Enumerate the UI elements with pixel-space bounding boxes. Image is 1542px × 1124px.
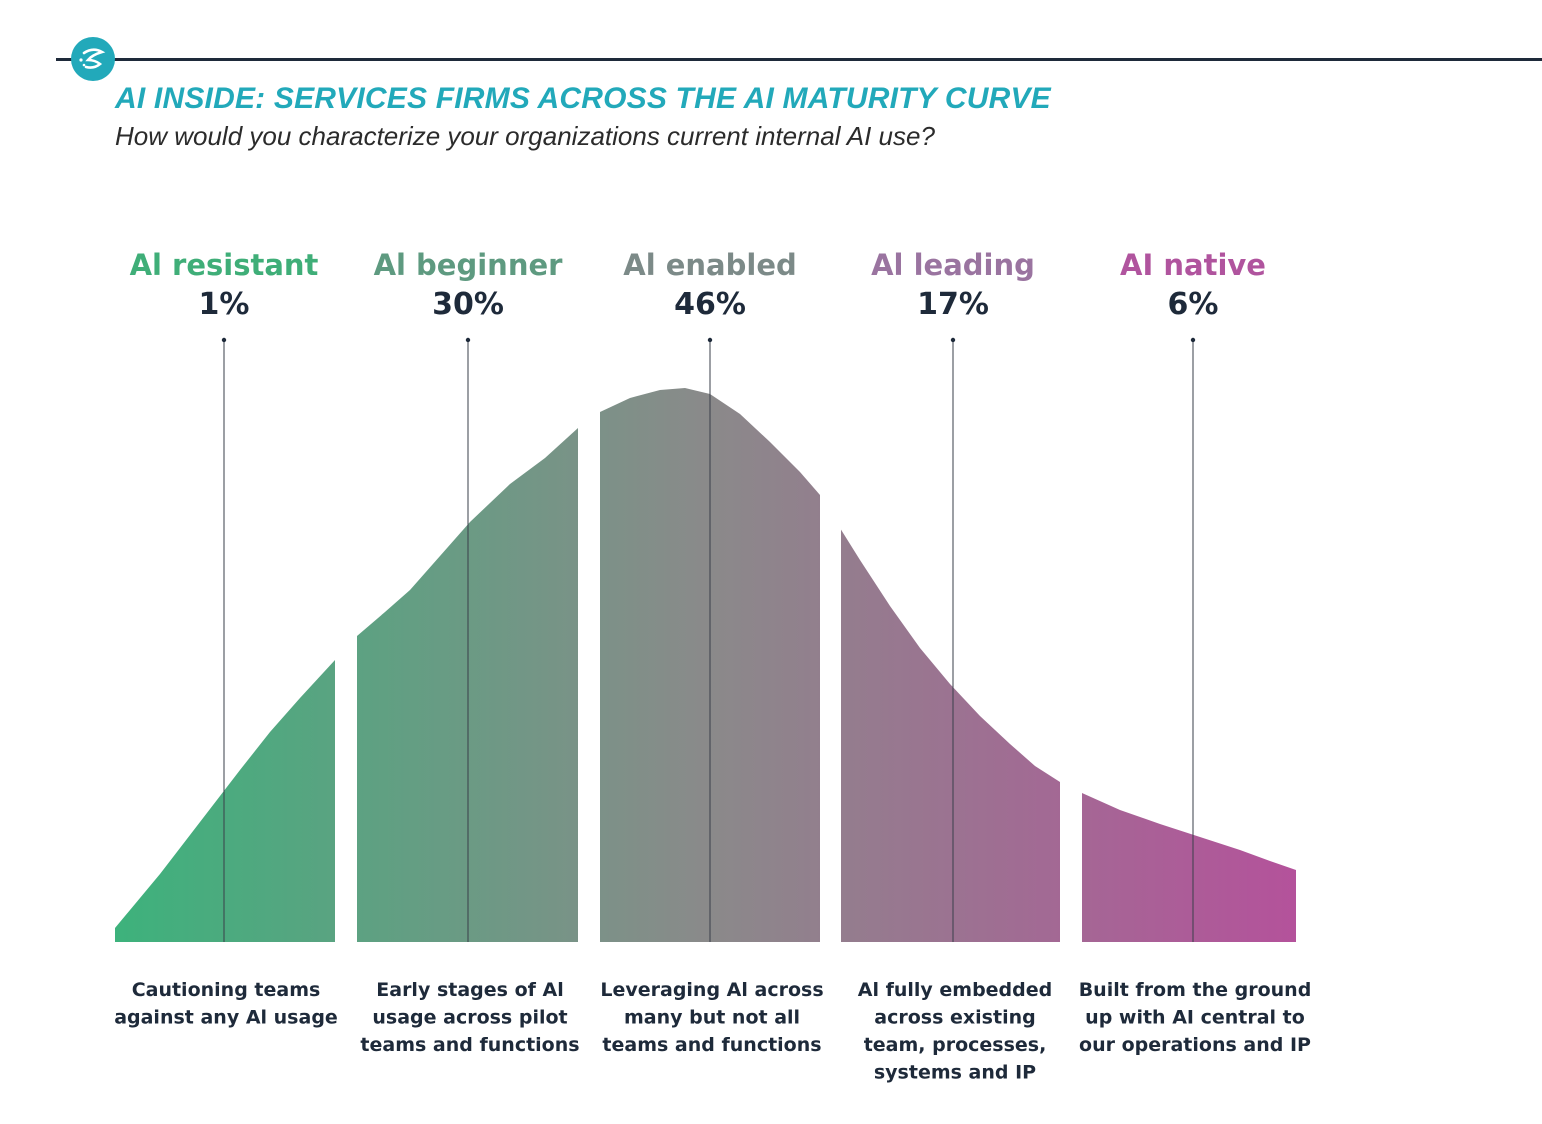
stage-description-line: Cautioning teams <box>132 979 321 1001</box>
stage-name-5: AI native <box>1120 248 1266 282</box>
stage-description-line: across existing <box>874 1007 1035 1029</box>
stage-percentage-1: 1% <box>199 287 250 322</box>
stage-description-line: usage across pilot <box>372 1007 567 1029</box>
stage-description-line: team, processes, <box>864 1034 1047 1056</box>
stage-description-line: our operations and IP <box>1079 1034 1311 1056</box>
stage-description-5: Built from the ground up with AI central … <box>1079 979 1312 1056</box>
stage-percentage-4: 17% <box>917 287 989 322</box>
stage-description-line: Leveraging Al across <box>600 979 823 1001</box>
leader-dot-5 <box>1190 337 1196 343</box>
stage-description-2: Early stages of Al usage across pilot team… <box>360 979 579 1056</box>
curve-segment-4 <box>841 529 1060 942</box>
page-subtitle: How would you characterize your organiza… <box>115 121 935 151</box>
stage-name-2: Al beginner <box>374 248 564 282</box>
stage-description-line: Built from the ground <box>1079 979 1312 1001</box>
header-rule <box>56 58 1542 61</box>
stage-percentage-3: 46% <box>674 287 746 322</box>
leader-dot-1 <box>221 337 227 343</box>
curve-segment-1 <box>115 660 335 942</box>
stage-description-3: Leveraging Al across many but not all team… <box>600 979 823 1056</box>
stage-description-line: teams and functions <box>602 1034 821 1056</box>
stage-description-line: systems and IP <box>874 1062 1036 1084</box>
page-title: AI INSIDE: SERVICES FIRMS ACROSS THE AI … <box>115 82 1051 115</box>
stage-name-3: Al enabled <box>623 248 797 282</box>
leader-dot-2 <box>465 337 471 343</box>
stage-description-line: up with AI central to <box>1085 1007 1305 1029</box>
stage-description-line: against any Al usage <box>114 1007 338 1029</box>
stage-name-1: Al resistant <box>130 248 319 282</box>
stage-description-4: Al fully embedded across existing team, pr… <box>858 979 1053 1084</box>
stage-description-line: teams and functions <box>360 1034 579 1056</box>
stage-percentage-2: 30% <box>432 287 504 322</box>
leader-dot-3 <box>707 337 713 343</box>
stage-description-line: many but not all <box>624 1007 800 1029</box>
stage-name-4: Al leading <box>871 248 1035 282</box>
stage-description-line: Early stages of Al <box>376 979 563 1001</box>
stage-percentage-5: 6% <box>1168 287 1219 322</box>
leader-dot-4 <box>950 337 956 343</box>
curve-segment-5 <box>1082 793 1296 942</box>
stage-description-1: Cautioning teams against any Al usage <box>114 979 338 1029</box>
swirl-logo-icon <box>71 37 115 81</box>
stage-description-line: Al fully embedded <box>858 979 1053 1001</box>
